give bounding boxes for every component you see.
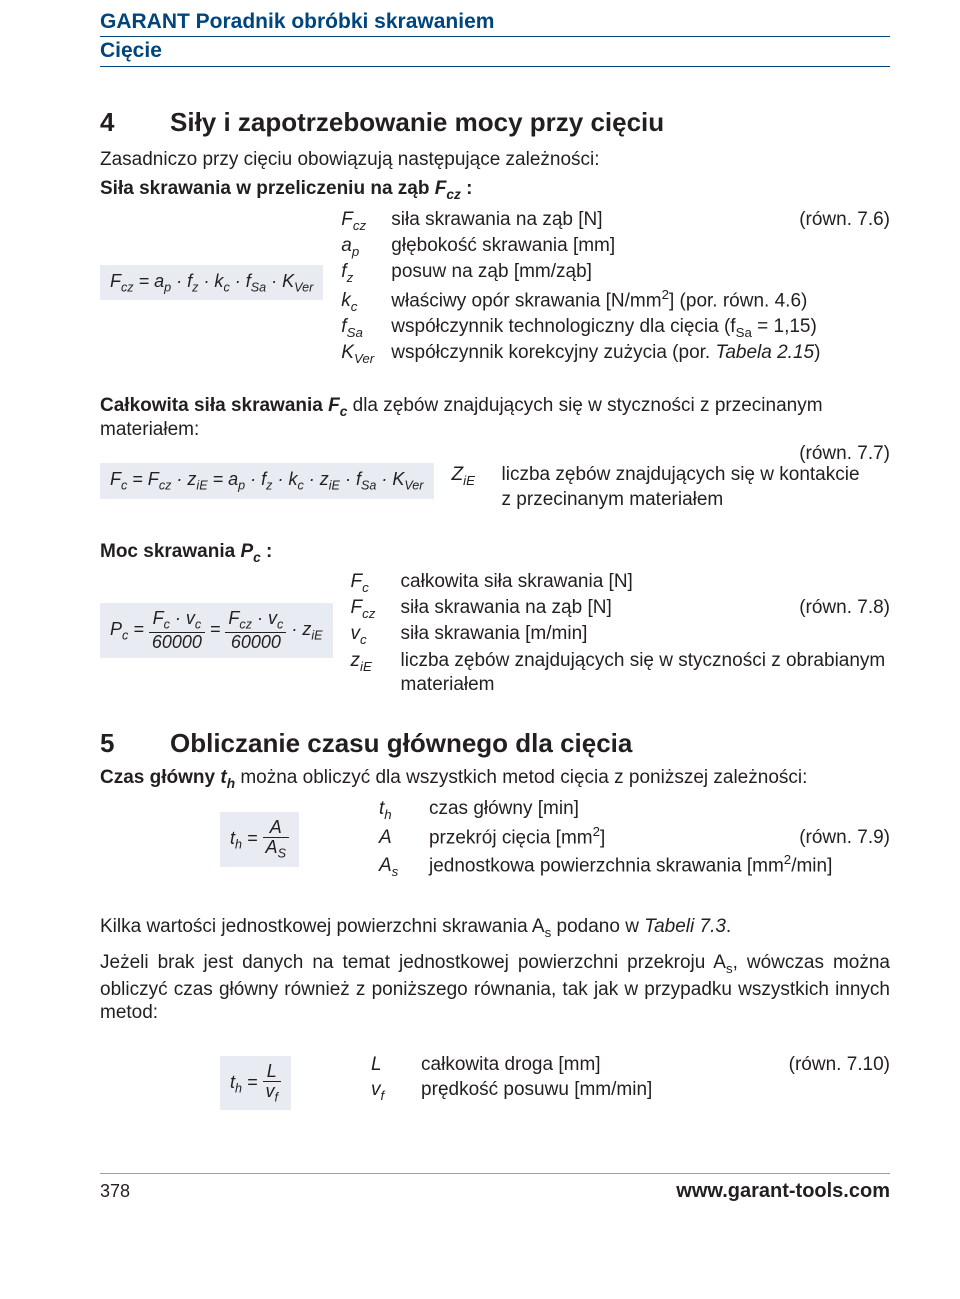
formula-7-6: Fcz = ap · fz · kc · fSa · KVer xyxy=(100,265,323,301)
formula-7-9: th = AAS xyxy=(220,812,299,867)
formula-7-7: Fc = Fcz · ziE = ap · fz · kc · ziE · fS… xyxy=(100,463,434,499)
page-number: 378 xyxy=(100,1181,130,1202)
sec5-para3: Jeżeli brak jest danych na temat jednost… xyxy=(100,951,890,1025)
block-7-8: Pc = Fc · vc60000 = Fcz · vc60000 · ziE … xyxy=(100,570,890,698)
block-7-6: Fcz = ap · fz · kc · fSa · KVer Fczsiła … xyxy=(100,208,890,368)
block-7-9: th = AAS thczas główny [min] Aprzekrój c… xyxy=(100,797,890,883)
eq-7-7: (równ. 7.7) xyxy=(100,443,890,465)
formula-7-8: Pc = Fc · vc60000 = Fcz · vc60000 · ziE xyxy=(100,603,333,658)
sec5-para2: Kilka wartości jednostkowej powierzchni … xyxy=(100,915,890,941)
block-7-10: th = Lvf Lcałkowita droga [mm](równ. 7.1… xyxy=(100,1053,890,1113)
footer-url: www.garant-tools.com xyxy=(676,1180,890,1203)
sec4-sub1: Siła skrawania w przeliczeniu na ząb Fcz… xyxy=(100,178,890,202)
footer: 378 www.garant-tools.com xyxy=(100,1173,890,1203)
formula-7-10: th = Lvf xyxy=(220,1056,291,1111)
sec4-intro: Zasadniczo przy cięciu obowiązują następ… xyxy=(100,148,890,172)
block-7-7: Fc = Fcz · ziE = ap · fz · kc · ziE · fS… xyxy=(100,463,890,512)
sec5-intro: Czas główny th można obliczyć dla wszyst… xyxy=(100,767,890,791)
sec4-sub2: Całkowita siła skrawania Fc dla zębów zn… xyxy=(100,395,890,441)
section-5-heading: 5 Obliczanie czasu głównego dla cięcia xyxy=(100,728,890,759)
sec4-sub3: Moc skrawania Pc : xyxy=(100,541,890,565)
header-title: GARANT Poradnik obróbki skrawaniem xyxy=(100,10,890,37)
header-subtitle: Cięcie xyxy=(100,37,890,67)
section-4-heading: 4 Siły i zapotrzebowanie mocy przy cięci… xyxy=(100,107,890,138)
